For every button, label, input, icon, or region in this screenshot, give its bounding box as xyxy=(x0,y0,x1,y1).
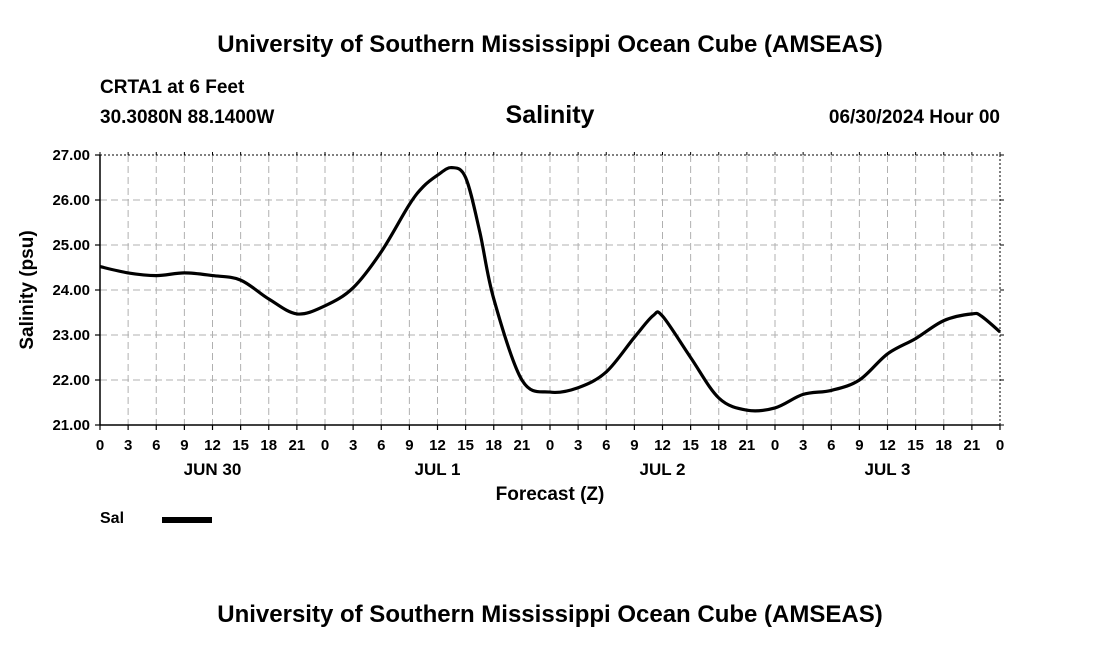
x-tick-label: 21 xyxy=(739,437,756,454)
x-tick-label: 12 xyxy=(879,437,896,454)
legend-line-swatch xyxy=(162,517,212,523)
x-tick-label: 0 xyxy=(96,437,104,454)
day-label: JUN 30 xyxy=(184,460,242,479)
x-tick-label: 15 xyxy=(457,437,474,454)
x-tick-label: 12 xyxy=(654,437,671,454)
forecast-run-time: 06/30/2024 Hour 00 xyxy=(828,107,1000,128)
x-tick-label: 18 xyxy=(485,437,502,454)
x-tick-label: 0 xyxy=(546,437,554,454)
y-tick-label: 27.00 xyxy=(52,147,90,164)
footer-title: University of Southern Mississippi Ocean… xyxy=(217,601,883,628)
variable-title: Salinity xyxy=(505,101,595,129)
x-tick-label: 21 xyxy=(514,437,531,454)
y-tick-label: 26.00 xyxy=(52,192,90,209)
x-tick-label: 0 xyxy=(771,437,779,454)
y-tick-label: 24.00 xyxy=(52,282,90,299)
x-tick-label: 15 xyxy=(907,437,924,454)
x-tick-label: 15 xyxy=(232,437,249,454)
x-tick-label: 3 xyxy=(574,437,582,454)
x-tick-label: 9 xyxy=(180,437,188,454)
x-tick-label: 0 xyxy=(321,437,329,454)
legend-label: Sal xyxy=(100,510,125,527)
y-tick-label: 21.00 xyxy=(52,417,90,434)
x-tick-label: 6 xyxy=(827,437,835,454)
x-tick-label: 9 xyxy=(630,437,638,454)
x-axis-title: Forecast (Z) xyxy=(496,484,605,505)
x-tick-label: 6 xyxy=(377,437,385,454)
y-axis-title: Salinity (psu) xyxy=(17,230,38,349)
x-tick-label: 0 xyxy=(996,437,1004,454)
station-label: CRTA1 at 6 Feet xyxy=(100,77,245,98)
x-tick-label: 21 xyxy=(289,437,306,454)
y-tick-label: 23.00 xyxy=(52,327,90,344)
day-label: JUL 1 xyxy=(415,460,461,479)
x-tick-label: 15 xyxy=(682,437,699,454)
x-tick-label: 12 xyxy=(204,437,221,454)
station-coordinates: 30.3080N 88.1400W xyxy=(100,107,275,128)
x-tick-label: 3 xyxy=(124,437,132,454)
chart-title: University of Southern Mississippi Ocean… xyxy=(217,31,883,58)
x-tick-label: 3 xyxy=(799,437,807,454)
y-tick-label: 22.00 xyxy=(52,372,90,389)
x-tick-label: 18 xyxy=(935,437,952,454)
x-tick-label: 9 xyxy=(405,437,413,454)
x-tick-label: 18 xyxy=(710,437,727,454)
x-tick-label: 6 xyxy=(152,437,160,454)
series-line-sal xyxy=(99,166,1002,413)
day-label: JUL 2 xyxy=(640,460,686,479)
x-tick-label: 12 xyxy=(429,437,446,454)
x-tick-label: 3 xyxy=(349,437,357,454)
x-tick-label: 9 xyxy=(855,437,863,454)
x-tick-label: 18 xyxy=(260,437,277,454)
y-tick-label: 25.00 xyxy=(52,237,90,254)
x-tick-label: 21 xyxy=(964,437,981,454)
x-tick-label: 6 xyxy=(602,437,610,454)
day-label: JUL 3 xyxy=(865,460,911,479)
